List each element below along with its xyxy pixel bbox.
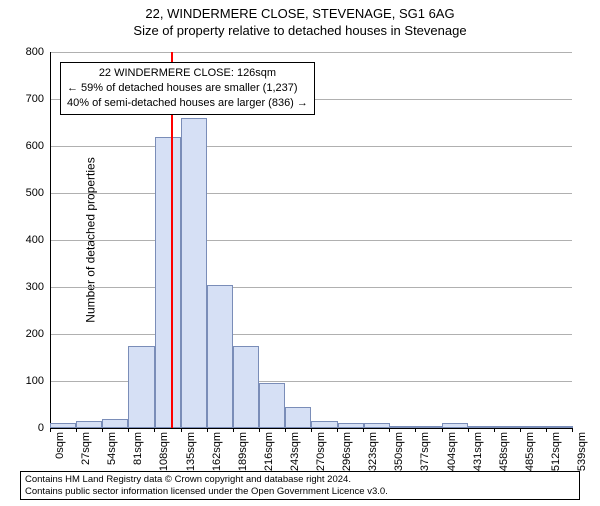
y-tick-label: 0 <box>14 422 44 434</box>
x-tick-mark <box>389 428 390 432</box>
gridline <box>50 146 572 147</box>
y-tick-label: 100 <box>14 375 44 387</box>
x-tick-mark <box>572 428 573 432</box>
gridline <box>50 287 572 288</box>
histogram-bar <box>76 421 102 428</box>
histogram-bar <box>285 407 311 428</box>
x-tick-label: 539sqm <box>576 432 588 471</box>
x-tick-mark <box>337 428 338 432</box>
x-tick-mark <box>154 428 155 432</box>
y-axis-line <box>50 52 51 428</box>
x-tick-mark <box>259 428 260 432</box>
x-tick-label: 404sqm <box>446 432 458 471</box>
y-tick-label: 600 <box>14 140 44 152</box>
histogram-bar <box>102 419 128 428</box>
footer-line2: Contains public sector information licen… <box>25 486 575 497</box>
page-title-line2: Size of property relative to detached ho… <box>0 23 600 38</box>
x-tick-label: 431sqm <box>472 432 484 471</box>
x-tick-mark <box>285 428 286 432</box>
x-tick-label: 350sqm <box>393 432 405 471</box>
x-tick-mark <box>102 428 103 432</box>
histogram-bar <box>311 421 337 428</box>
histogram-bar <box>442 423 468 428</box>
x-tick-label: 54sqm <box>106 432 118 465</box>
footer-attribution: Contains HM Land Registry data © Crown c… <box>20 471 580 500</box>
gridline <box>50 193 572 194</box>
x-tick-label: 270sqm <box>315 432 327 471</box>
histogram-bar <box>521 426 547 428</box>
histogram-bar <box>468 426 494 428</box>
x-tick-label: 189sqm <box>237 432 249 471</box>
histogram-bar <box>155 137 181 428</box>
x-tick-label: 81sqm <box>132 432 144 465</box>
histogram-bar <box>338 423 364 428</box>
histogram-bar <box>364 423 390 428</box>
histogram-bar <box>259 383 285 428</box>
histogram-bar <box>233 346 259 428</box>
x-tick-label: 162sqm <box>211 432 223 471</box>
x-tick-mark <box>76 428 77 432</box>
histogram-bar <box>128 346 154 428</box>
annotation-line: ← 59% of detached houses are smaller (1,… <box>67 81 308 96</box>
histogram-bar <box>181 118 207 428</box>
page-title-line1: 22, WINDERMERE CLOSE, STEVENAGE, SG1 6AG <box>0 6 600 21</box>
y-tick-label: 400 <box>14 234 44 246</box>
x-tick-label: 323sqm <box>367 432 379 471</box>
histogram-bar <box>547 426 573 428</box>
x-tick-label: 377sqm <box>419 432 431 471</box>
annotation-line: 22 WINDERMERE CLOSE: 126sqm <box>67 66 308 81</box>
histogram-bar <box>50 423 76 428</box>
histogram-bar <box>495 426 521 428</box>
x-tick-mark <box>311 428 312 432</box>
x-tick-mark <box>50 428 51 432</box>
gridline <box>50 240 572 241</box>
x-tick-mark <box>442 428 443 432</box>
x-tick-label: 243sqm <box>289 432 301 471</box>
x-tick-mark <box>468 428 469 432</box>
chart-container: Number of detached properties 0100200300… <box>50 52 572 428</box>
x-tick-label: 135sqm <box>185 432 197 471</box>
y-tick-label: 300 <box>14 281 44 293</box>
annotation-box: 22 WINDERMERE CLOSE: 126sqm← 59% of deta… <box>60 62 315 115</box>
x-tick-label: 0sqm <box>54 432 66 459</box>
footer-line1: Contains HM Land Registry data © Crown c… <box>25 474 575 485</box>
annotation-line: 40% of semi-detached houses are larger (… <box>67 96 308 111</box>
y-tick-label: 700 <box>14 93 44 105</box>
x-tick-label: 27sqm <box>80 432 92 465</box>
histogram-bar <box>416 426 442 428</box>
x-tick-mark <box>520 428 521 432</box>
y-tick-label: 800 <box>14 46 44 58</box>
gridline <box>50 334 572 335</box>
x-tick-mark <box>494 428 495 432</box>
x-tick-mark <box>181 428 182 432</box>
x-tick-label: 458sqm <box>498 432 510 471</box>
x-tick-label: 296sqm <box>341 432 353 471</box>
x-tick-mark <box>363 428 364 432</box>
x-tick-mark <box>207 428 208 432</box>
y-tick-label: 500 <box>14 187 44 199</box>
x-tick-label: 108sqm <box>158 432 170 471</box>
histogram-bar <box>390 426 416 428</box>
x-tick-mark <box>128 428 129 432</box>
x-tick-mark <box>415 428 416 432</box>
x-tick-mark <box>546 428 547 432</box>
x-tick-label: 216sqm <box>263 432 275 471</box>
x-tick-mark <box>233 428 234 432</box>
histogram-bar <box>207 285 233 428</box>
x-tick-label: 485sqm <box>524 432 536 471</box>
gridline <box>50 52 572 53</box>
x-tick-label: 512sqm <box>550 432 562 471</box>
y-tick-label: 200 <box>14 328 44 340</box>
plot-area: 01002003004005006007008000sqm27sqm54sqm8… <box>50 52 572 428</box>
